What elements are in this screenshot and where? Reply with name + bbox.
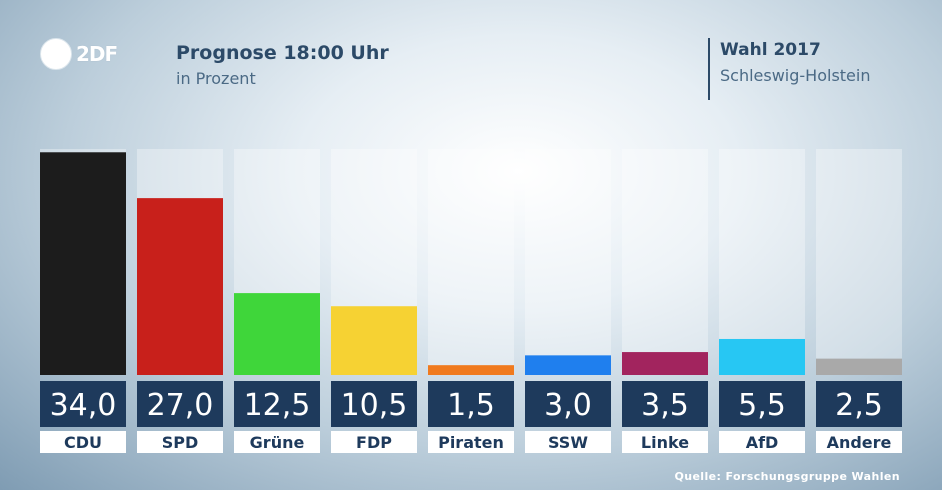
value-box-fdp: [331, 381, 417, 427]
category-label-fdp: FDP: [356, 433, 392, 452]
bar-track-ssw: [525, 149, 611, 375]
election-info: Wahl 2017 Schleswig-Holstein: [708, 38, 870, 100]
chart-title: Prognose 18:00 Uhr: [176, 42, 389, 64]
election-region: Schleswig-Holstein: [720, 66, 871, 85]
category-label-linke: Linke: [641, 433, 689, 452]
bar-track-afd: [719, 149, 805, 375]
value-box-ssw: [525, 381, 611, 427]
source-note: Quelle: Forschungsgruppe Wahlen: [674, 470, 900, 483]
category-label-spd: SPD: [162, 433, 199, 452]
logo-circle-icon: [40, 38, 72, 70]
value-box-spd: [137, 381, 223, 427]
bar-gr-ne: [234, 293, 320, 375]
value-label-ssw: 3,0: [544, 388, 592, 423]
value-box-gr-ne: [234, 381, 320, 427]
election-title: Wahl 2017: [720, 40, 821, 60]
bar-andere: [816, 358, 902, 375]
category-label-afd: AfD: [746, 433, 779, 452]
bar-piraten: [428, 365, 514, 375]
bar-fdp: [331, 306, 417, 375]
category-label-ssw: SSW: [548, 433, 588, 452]
category-box-linke: [622, 431, 708, 453]
chart-subtitle: in Prozent: [176, 69, 256, 88]
category-box-cdu: [40, 431, 126, 453]
value-box-cdu: [40, 381, 126, 427]
category-box-andere: [816, 431, 902, 453]
category-box-fdp: [331, 431, 417, 453]
value-box-piraten: [428, 381, 514, 427]
bar-track-andere: [816, 149, 902, 375]
category-box-ssw: [525, 431, 611, 453]
value-label-andere: 2,5: [835, 388, 883, 423]
logo-text: 2DF: [76, 42, 118, 66]
value-label-gr-ne: 12,5: [244, 388, 311, 423]
bar-track-linke: [622, 149, 708, 375]
bar-spd: [137, 198, 223, 375]
category-label-cdu: CDU: [64, 433, 102, 452]
value-label-fdp: 10,5: [341, 388, 408, 423]
bar-afd: [719, 338, 805, 375]
category-label-gr-ne: Grüne: [250, 433, 305, 452]
value-box-linke: [622, 381, 708, 427]
category-box-afd: [719, 431, 805, 453]
chart-header: Prognose 18:00 Uhr in Prozent: [176, 42, 389, 88]
value-label-linke: 3,5: [641, 388, 689, 423]
value-box-andere: [816, 381, 902, 427]
zdf-logo: 2DF: [40, 38, 118, 70]
category-box-piraten: [428, 431, 514, 453]
bar-linke: [622, 352, 708, 375]
value-label-piraten: 1,5: [447, 388, 495, 423]
value-box-afd: [719, 381, 805, 427]
bar-track-piraten: [428, 149, 514, 375]
category-label-piraten: Piraten: [438, 433, 504, 452]
bar-ssw: [525, 355, 611, 375]
category-label-andere: Andere: [827, 433, 892, 452]
category-box-spd: [137, 431, 223, 453]
category-box-gr-ne: [234, 431, 320, 453]
value-label-spd: 27,0: [147, 388, 214, 423]
value-label-cdu: 34,0: [50, 388, 117, 423]
value-label-afd: 5,5: [738, 388, 786, 423]
bar-cdu: [40, 152, 126, 375]
